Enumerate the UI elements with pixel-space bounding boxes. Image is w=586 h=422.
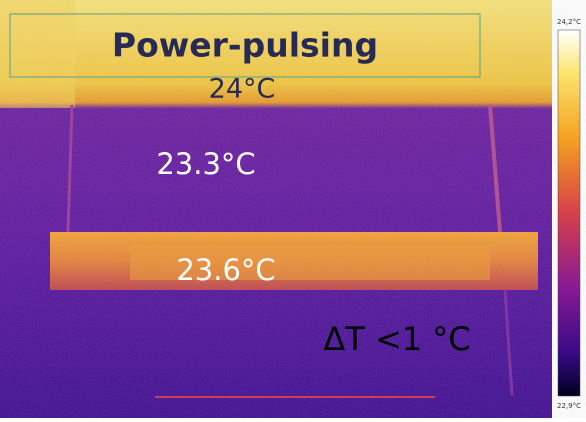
annotation: 23.3°C: [156, 147, 255, 181]
annotation: 23.6°C: [176, 253, 275, 287]
color-scale: [558, 30, 580, 396]
scale-max-label: 24,2°C: [557, 18, 581, 26]
annotation: 24°C: [209, 74, 276, 105]
scale-min-label: 22,9°C: [557, 402, 581, 410]
title: Power-pulsing: [112, 26, 378, 65]
thermal-figure: Power-pulsing 24°C 23.3°C 23.6°C ΔT <1 °…: [0, 0, 586, 418]
annotation: ΔT <1 °C: [323, 320, 470, 358]
